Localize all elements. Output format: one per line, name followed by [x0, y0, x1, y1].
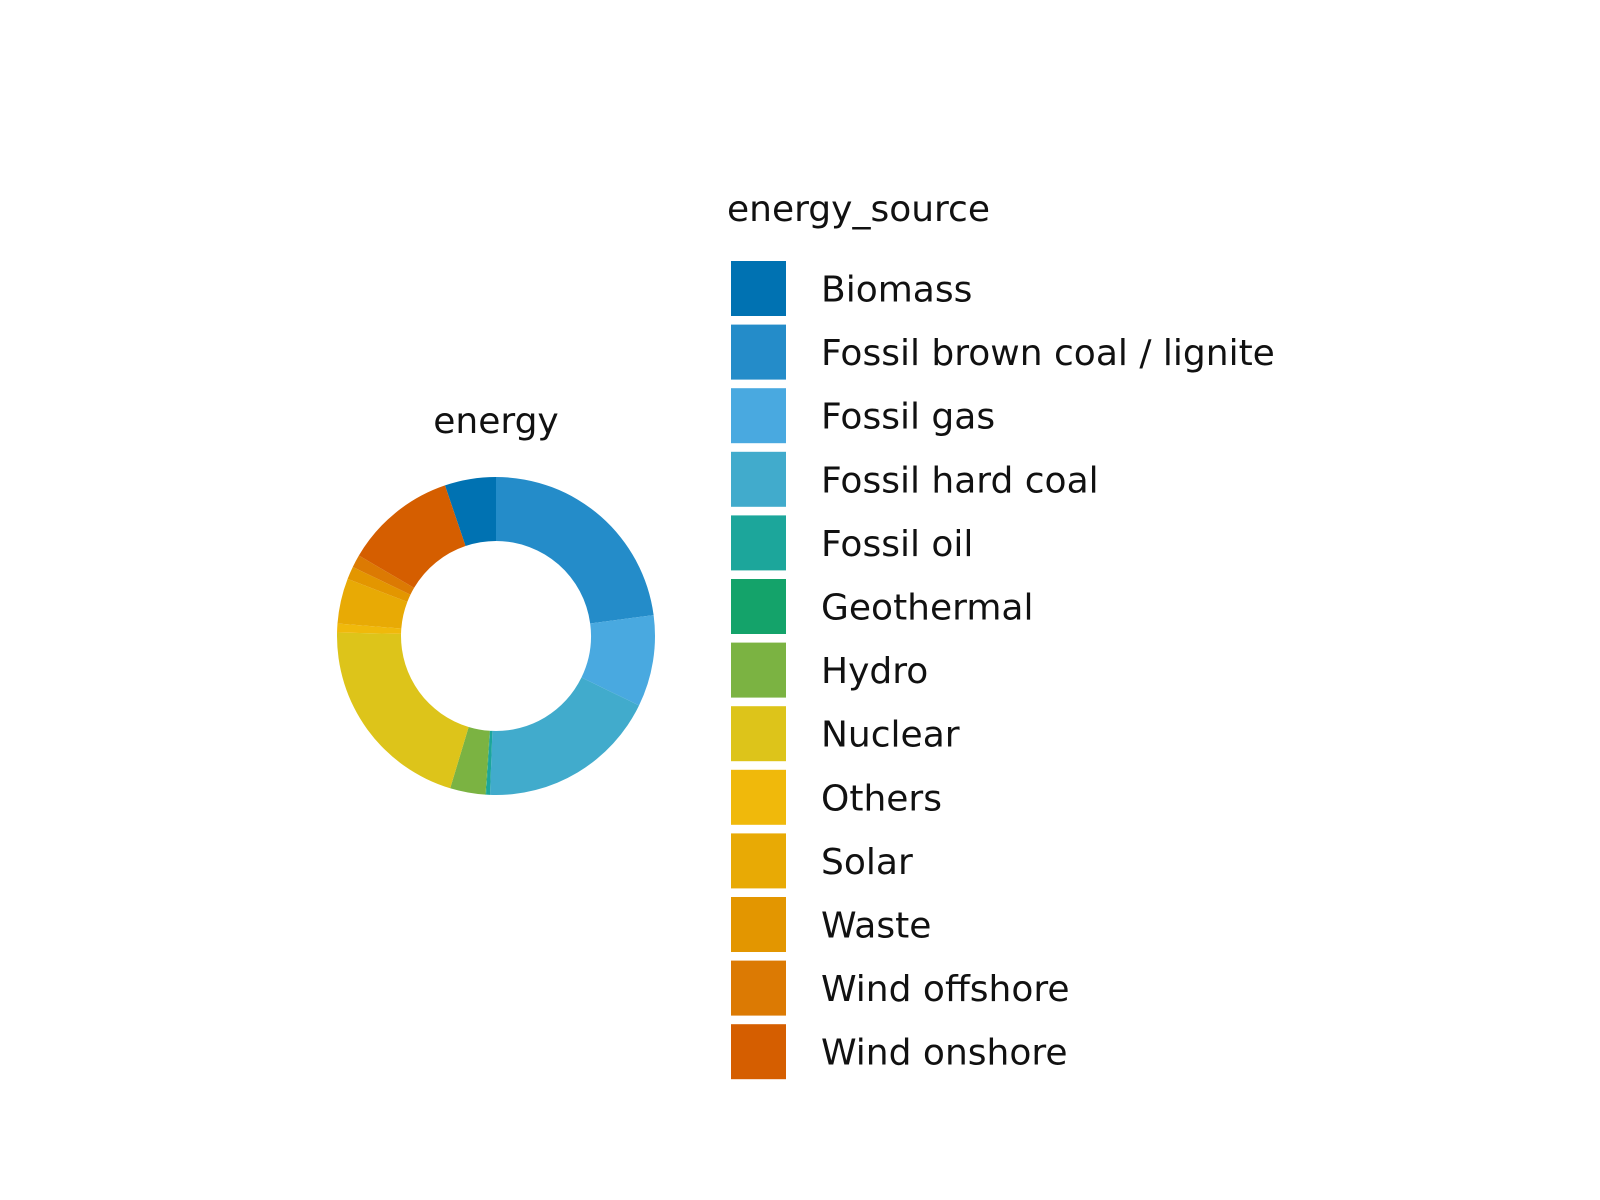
legend-item-fossil-brown-coal-lignite: Fossil brown coal / lignite — [731, 324, 1275, 380]
legend-swatch — [731, 960, 786, 1016]
slice-wind-offshore — [352, 555, 415, 595]
legend-label: Wind onshore — [821, 1033, 1068, 1074]
legend-swatch — [731, 579, 786, 634]
legend-item-wind-offshore: Wind offshore — [731, 960, 1070, 1016]
legend-item-fossil-oil: Fossil oil — [731, 515, 973, 571]
legend-item-others: Others — [731, 769, 942, 825]
slice-nuclear — [337, 632, 469, 789]
legend-swatch — [731, 706, 786, 762]
legend-label: Fossil hard coal — [821, 460, 1099, 501]
legend-swatch — [731, 515, 786, 571]
legend-swatch — [731, 897, 786, 952]
legend-item-geothermal: Geothermal — [731, 579, 1033, 634]
legend-label: Nuclear — [821, 715, 960, 756]
legend-swatch — [731, 261, 786, 316]
legend-label: Geothermal — [821, 588, 1033, 629]
legend-item-hydro: Hydro — [731, 642, 928, 698]
legend-item-fossil-gas: Fossil gas — [731, 388, 995, 444]
slice-geothermal — [485, 730, 491, 795]
donut-slices — [337, 477, 655, 795]
slice-fossil-gas — [581, 615, 655, 706]
legend-label: Wind offshore — [821, 969, 1070, 1010]
legend-label: Hydro — [821, 651, 928, 692]
legend-swatch — [731, 1024, 786, 1080]
legend-item-fossil-hard-coal: Fossil hard coal — [731, 451, 1099, 507]
legend-swatch — [731, 324, 786, 380]
slice-fossil-hard-coal — [490, 677, 640, 795]
legend-swatch — [731, 769, 786, 825]
slice-hydro — [450, 726, 490, 795]
legend-items: Biomass Fossil brown coal / lignite Fossil… — [731, 261, 1275, 1080]
legend-swatch — [731, 833, 786, 889]
legend-label: Others — [821, 778, 942, 819]
chart-title: energy — [433, 401, 558, 442]
legend-label: Solar — [821, 842, 913, 883]
legend-label: Fossil gas — [821, 397, 995, 438]
legend-item-biomass: Biomass — [731, 261, 972, 316]
slice-biomass — [444, 477, 496, 547]
legend-swatch — [731, 642, 786, 698]
legend-label: Fossil brown coal / lignite — [821, 333, 1275, 374]
slice-fossil-brown-coal-lignite — [496, 477, 654, 624]
legend-swatch — [731, 451, 786, 507]
slice-wind-onshore — [358, 485, 466, 588]
slice-others — [337, 623, 402, 634]
slice-solar — [337, 578, 408, 629]
legend-swatch — [731, 388, 786, 444]
slice-fossil-oil — [486, 730, 493, 795]
legend-label: Waste — [821, 906, 931, 947]
legend-item-nuclear: Nuclear — [731, 706, 960, 762]
legend-item-waste: Waste — [731, 897, 931, 952]
legend-label: Biomass — [821, 270, 972, 311]
legend-item-wind-onshore: Wind onshore — [731, 1024, 1068, 1080]
legend-item-solar: Solar — [731, 833, 913, 889]
legend: energy_source Biomass Fossil brown coal /… — [727, 189, 1275, 1080]
legend-label: Fossil oil — [821, 524, 973, 565]
legend-title: energy_source — [727, 189, 990, 230]
slice-waste — [347, 566, 411, 602]
